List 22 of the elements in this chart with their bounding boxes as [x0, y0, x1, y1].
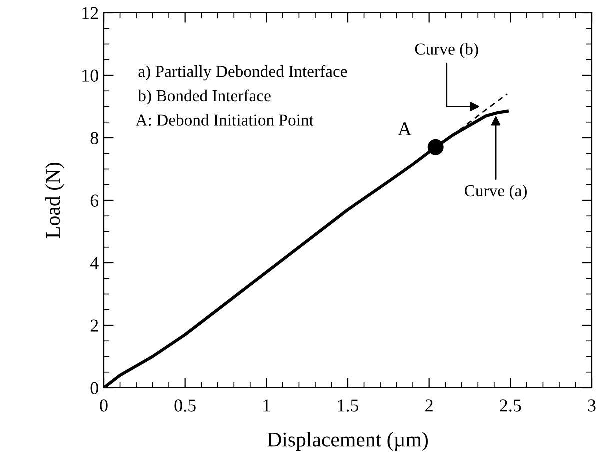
x-tick-label: 1.5 — [338, 400, 359, 412]
y-tick-label: 0 — [90, 382, 98, 394]
x-tick-label: 0 — [100, 400, 108, 412]
x-tick-label: 0.5 — [174, 400, 196, 412]
annotation: Curve (a) — [465, 184, 527, 200]
annotation: b) Bonded Interface — [138, 90, 271, 106]
x-tick-label: 3 — [588, 400, 596, 412]
annotation: a) Partially Debonded Interface — [138, 65, 348, 81]
y-tick-label: 6 — [90, 194, 99, 207]
y-tick-label: 8 — [90, 132, 98, 144]
y-tick-label: 12 — [82, 7, 98, 20]
y-tick-label: 4 — [90, 257, 99, 270]
annotation: Curve (b) — [415, 43, 478, 58]
x-axis-title: Displacement (µm) — [268, 432, 428, 452]
x-tick-label: 2.5 — [500, 400, 522, 412]
x-tick-label: 2 — [426, 400, 433, 412]
y-tick-label: 2 — [90, 320, 98, 332]
y-tick-label: 10 — [82, 70, 98, 82]
annotation: A: Debond Initiation Point — [136, 114, 314, 126]
x-tick-label: 1 — [264, 400, 270, 412]
annotation: A — [398, 122, 412, 136]
y-axis-title: Load (N) — [46, 162, 64, 238]
